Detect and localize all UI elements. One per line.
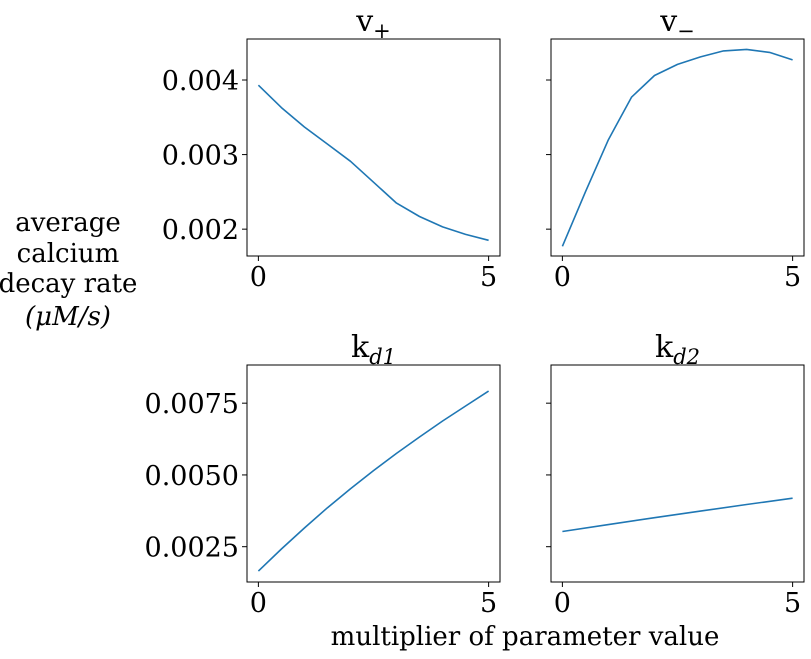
subplot-title: kd1 — [351, 330, 396, 369]
x-tick-label: 0 — [554, 262, 571, 293]
subplot-title: kd2 — [655, 330, 700, 369]
axes-frame — [550, 38, 805, 257]
figure-xlabel: multiplier of parameter value — [331, 622, 720, 652]
subplot: 0 5 0.0025 0.0050 0.0075 kd1 — [145, 330, 501, 619]
y-tick-label: 0.003 — [162, 141, 239, 172]
subplot: 0 5 v− — [546, 4, 805, 293]
figure-ylabel-line: (μM/s) — [25, 302, 111, 332]
subplot-title: v− — [659, 4, 695, 43]
series-line — [561, 48, 793, 247]
figure-ylabel-line: average — [15, 208, 121, 238]
subplots: 0 5 0.002 0.003 0.004 v+ 0 5 v− 0 5 0.0025 0.0050 0.0… — [145, 4, 805, 619]
y-tick-label: 0.0025 — [145, 533, 239, 564]
series-line — [257, 390, 490, 572]
x-tick-label: 5 — [480, 588, 497, 619]
axes-frame — [246, 364, 501, 583]
x-tick-label: 5 — [480, 262, 497, 293]
x-tick-label: 0 — [554, 588, 571, 619]
axes-frame — [246, 38, 501, 257]
series-line — [257, 84, 489, 242]
figure-ylabel-line: decay rate — [0, 269, 137, 299]
y-tick-label: 0.004 — [162, 66, 239, 97]
x-tick-label: 5 — [784, 262, 801, 293]
y-tick-label: 0.0050 — [145, 461, 239, 492]
axes-frame — [550, 364, 805, 583]
series-line — [562, 497, 793, 533]
subplot: 0 5 0.002 0.003 0.004 v+ — [162, 4, 501, 293]
x-tick-label: 0 — [250, 262, 267, 293]
x-tick-label: 0 — [250, 588, 267, 619]
y-tick-label: 0.002 — [162, 215, 239, 246]
subplot-title: v+ — [355, 4, 391, 43]
subplot: 0 5 kd2 — [546, 330, 805, 619]
figure-ylabel: average calcium decay rate (μM/s) — [0, 208, 137, 332]
x-tick-label: 5 — [784, 588, 801, 619]
figure-ylabel-line: calcium — [17, 239, 120, 269]
y-tick-label: 0.0075 — [145, 389, 239, 420]
